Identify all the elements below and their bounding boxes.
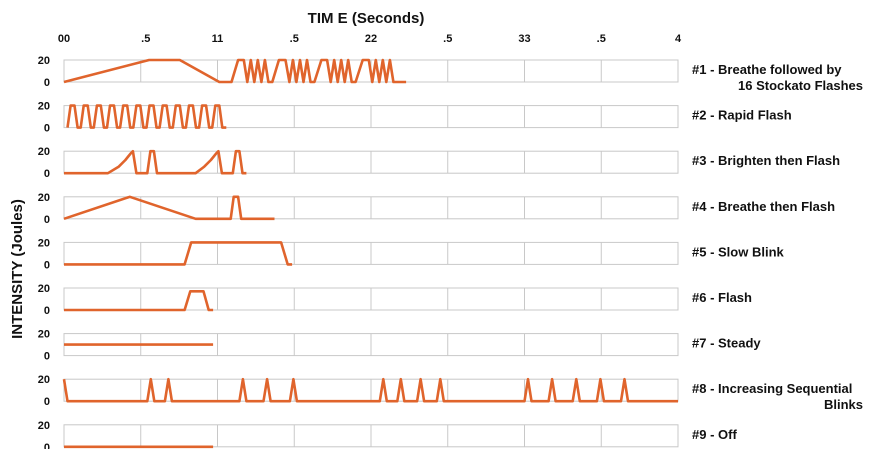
series-label: #6 - Flash	[692, 290, 752, 305]
y-tick-label: 0	[44, 214, 50, 226]
y-tick-label: 0	[44, 396, 50, 408]
y-tick-label: 20	[38, 329, 50, 341]
series-line	[64, 290, 214, 312]
series-label: #5 - Slow Blink	[692, 244, 785, 259]
series-line	[66, 104, 227, 129]
y-tick-label: 0	[44, 77, 50, 89]
x-tick-label: .5	[141, 33, 150, 45]
panel-6: 20 0 #6 - Flash	[38, 283, 752, 317]
panel-9: 20 0 #9 - Off	[38, 420, 738, 449]
series-line	[62, 377, 678, 403]
x-tick-label: 4	[675, 33, 682, 45]
panel-3: 20 0 #3 - Brighten then Flash	[38, 146, 840, 180]
series-label: #1 - Breathe followed by	[692, 62, 842, 77]
y-tick-label: 20	[38, 146, 50, 158]
series-label: Blinks	[824, 397, 863, 412]
x-tick-label: 11	[212, 33, 224, 45]
series-label: 16 Stockato Flashes	[738, 78, 863, 93]
series-line	[63, 58, 407, 84]
y-tick-label: 20	[38, 283, 50, 295]
panel-7: 20 0 #7 - Steady	[38, 329, 762, 363]
y-tick-label: 0	[44, 442, 50, 449]
series-line	[63, 195, 275, 221]
series-label: #8 - Increasing Sequential	[692, 381, 852, 396]
series-label: #7 - Steady	[692, 336, 761, 351]
panel-2: 20 0 #2 - Rapid Flash	[38, 101, 792, 135]
series-label: #9 - Off	[692, 427, 737, 442]
series-label: #2 - Rapid Flash	[692, 108, 792, 123]
y-tick-label: 20	[38, 101, 50, 113]
y-tick-label: 20	[38, 420, 50, 432]
y-tick-label: 0	[44, 168, 50, 180]
series-label: #3 - Brighten then Flash	[692, 153, 840, 168]
series-line	[64, 149, 247, 175]
x-tick-label: .5	[290, 33, 299, 45]
panel-5: 20 0 #5 - Slow Blink	[38, 237, 785, 271]
x-tick-label: .5	[597, 33, 606, 45]
y-tick-label: 20	[38, 55, 50, 67]
y-tick-label: 0	[44, 305, 50, 317]
y-tick-label: 20	[38, 237, 50, 249]
y-tick-label: 0	[44, 259, 50, 271]
x-tick-label: 33	[518, 33, 530, 45]
series-label: #4 - Breathe then Flash	[692, 199, 835, 214]
x-tick-label: .5	[443, 33, 452, 45]
panel-4: 20 0 #4 - Breathe then Flash	[38, 192, 835, 226]
y-tick-label: 20	[38, 192, 50, 204]
y-tick-label: 0	[44, 351, 50, 363]
series-line	[64, 241, 293, 266]
x-tick-label: 22	[365, 33, 377, 45]
y-tick-label: 20	[38, 374, 50, 386]
y-tick-label: 0	[44, 123, 50, 135]
chart-title: TIM E (Seconds)	[308, 10, 425, 27]
y-axis-label: INTENSITY (Joules)	[9, 199, 26, 339]
x-tick-label: 00	[58, 33, 70, 45]
x-tick-labels: 00 .5 11 .5 22 .5 33 .5 4	[58, 33, 682, 45]
